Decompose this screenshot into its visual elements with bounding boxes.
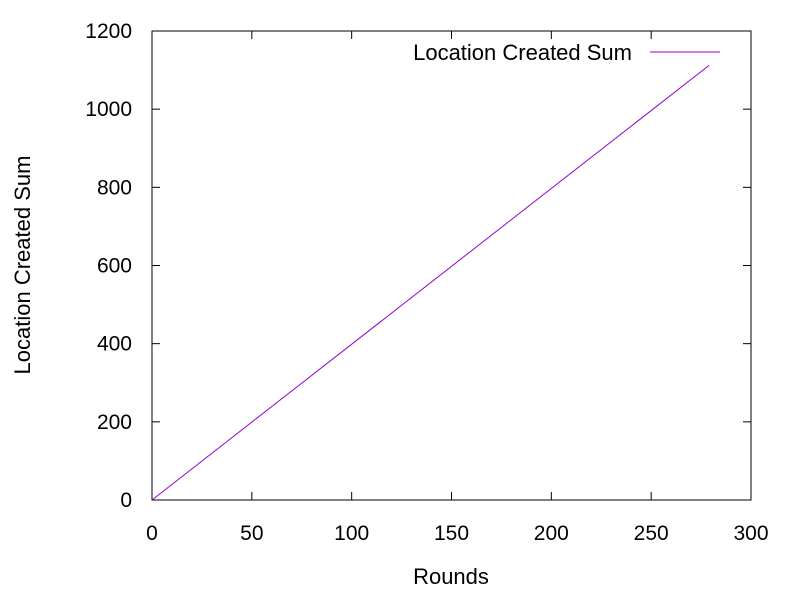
y-tick-label: 0 (120, 489, 132, 512)
series-layer (151, 64, 710, 501)
y-axis-ticks: 0 200 400 600 800 1000 1200 (85, 20, 751, 512)
series-line (151, 64, 710, 501)
x-axis-ticks: 0 50 100 150 200 250 300 (146, 31, 769, 545)
y-tick-label: 1200 (85, 20, 132, 43)
y-tick-label: 200 (97, 411, 132, 434)
x-tick-label: 200 (534, 522, 569, 545)
x-tick-label: 300 (733, 522, 768, 545)
y-tick-label: 600 (97, 255, 132, 278)
legend-label: Location Created Sum (413, 40, 632, 65)
y-tick-label: 400 (97, 333, 132, 356)
x-tick-label: 150 (434, 522, 469, 545)
x-tick-label: 0 (146, 522, 158, 545)
x-axis-label: Rounds (413, 564, 489, 589)
y-axis-label: Location Created Sum (10, 156, 35, 375)
y-tick-label: 1000 (85, 98, 132, 121)
legend: Location Created Sum (413, 40, 720, 65)
y-tick-label: 800 (97, 176, 132, 199)
x-tick-label: 100 (334, 522, 369, 545)
x-tick-label: 250 (634, 522, 669, 545)
x-tick-label: 50 (240, 522, 263, 545)
